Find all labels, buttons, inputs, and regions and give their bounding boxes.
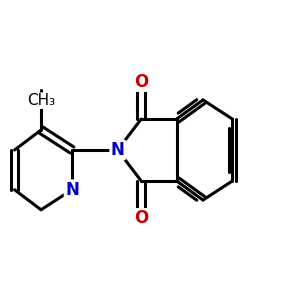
- Text: CH₃: CH₃: [27, 93, 55, 108]
- Text: O: O: [134, 73, 148, 91]
- Text: N: N: [65, 181, 79, 199]
- Text: N: N: [111, 141, 124, 159]
- Text: O: O: [134, 209, 148, 227]
